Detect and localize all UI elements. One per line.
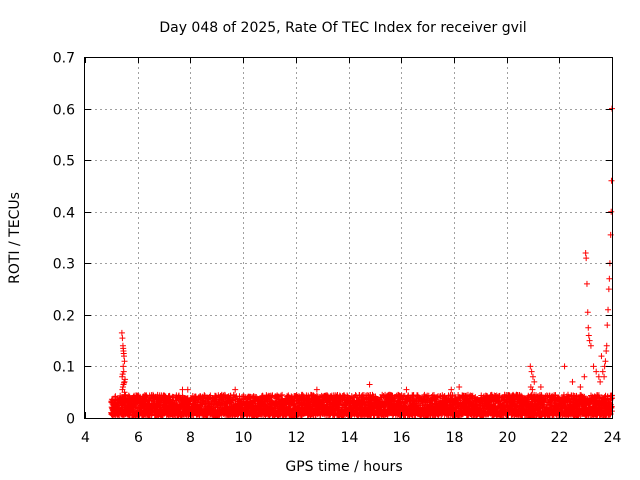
data-point xyxy=(569,378,576,385)
data-point xyxy=(456,384,463,391)
data-point xyxy=(595,373,602,380)
data-point xyxy=(585,332,592,339)
y-axis-label: ROTI / TECUs xyxy=(7,192,23,284)
data-point xyxy=(598,353,605,360)
data-point xyxy=(608,177,615,184)
y-tick-label: 0.2 xyxy=(53,309,75,325)
x-tick-label: 14 xyxy=(341,430,359,446)
data-point xyxy=(232,386,239,393)
data-point xyxy=(603,347,610,354)
y-tick-label: 0.7 xyxy=(53,51,75,67)
data-point xyxy=(601,373,608,380)
data-point xyxy=(605,286,612,293)
chart-title: Day 048 of 2025, Rate Of TEC Index for r… xyxy=(159,20,526,36)
data-point xyxy=(599,368,606,375)
data-point xyxy=(583,280,590,287)
data-point xyxy=(593,368,600,375)
data-point xyxy=(608,208,615,215)
y-tick-label: 0 xyxy=(66,412,75,428)
x-tick-label: 24 xyxy=(604,430,622,446)
data-point xyxy=(121,358,128,365)
x-tick-label: 22 xyxy=(551,430,569,446)
data-point-baseline xyxy=(143,393,150,400)
data-point xyxy=(583,255,590,262)
data-point xyxy=(529,373,536,380)
x-tick-label: 16 xyxy=(393,430,411,446)
data-point xyxy=(581,373,588,380)
y-tick-label: 0.4 xyxy=(53,206,75,222)
data-point-baseline xyxy=(279,397,286,404)
y-tick-label: 0.3 xyxy=(53,257,75,273)
x-tick-label: 8 xyxy=(186,430,195,446)
y-tick-label: 0.6 xyxy=(53,103,75,119)
data-point xyxy=(597,378,604,385)
data-point xyxy=(604,322,611,329)
data-point xyxy=(313,386,320,393)
y-tick-label: 0.5 xyxy=(53,154,75,170)
x-tick-label: 6 xyxy=(134,430,143,446)
data-point xyxy=(403,386,410,393)
data-points xyxy=(108,105,615,419)
data-point xyxy=(184,386,191,393)
x-tick-label: 12 xyxy=(288,430,306,446)
data-point xyxy=(120,363,127,370)
data-point xyxy=(585,324,592,331)
data-point xyxy=(587,342,594,349)
data-point xyxy=(602,358,609,365)
x-axis-label: GPS time / hours xyxy=(285,459,402,475)
grid-lines xyxy=(85,57,612,418)
x-tick-label: 10 xyxy=(235,430,253,446)
data-point xyxy=(527,363,534,370)
data-point xyxy=(605,306,612,313)
data-point xyxy=(448,386,455,393)
data-point xyxy=(586,337,593,344)
data-point-baseline xyxy=(250,393,257,400)
x-tick-label: 20 xyxy=(499,430,517,446)
data-point xyxy=(561,363,568,370)
data-point xyxy=(179,386,186,393)
x-tick-label: 18 xyxy=(446,430,464,446)
data-point xyxy=(603,342,610,349)
data-point xyxy=(366,381,373,388)
data-point xyxy=(119,335,126,342)
x-tick-label: 4 xyxy=(81,430,90,446)
plot-frame xyxy=(84,57,613,419)
y-tick-label: 0.1 xyxy=(53,360,75,376)
data-point xyxy=(118,329,125,336)
data-point xyxy=(577,384,584,391)
data-point-baseline xyxy=(125,392,132,399)
data-point xyxy=(584,309,591,316)
data-point xyxy=(120,379,127,386)
data-point xyxy=(537,384,544,391)
data-point xyxy=(606,275,613,282)
data-point-baseline xyxy=(268,395,275,402)
data-point xyxy=(528,368,535,375)
data-point xyxy=(582,249,589,256)
data-point xyxy=(531,378,538,385)
data-point xyxy=(590,363,597,370)
